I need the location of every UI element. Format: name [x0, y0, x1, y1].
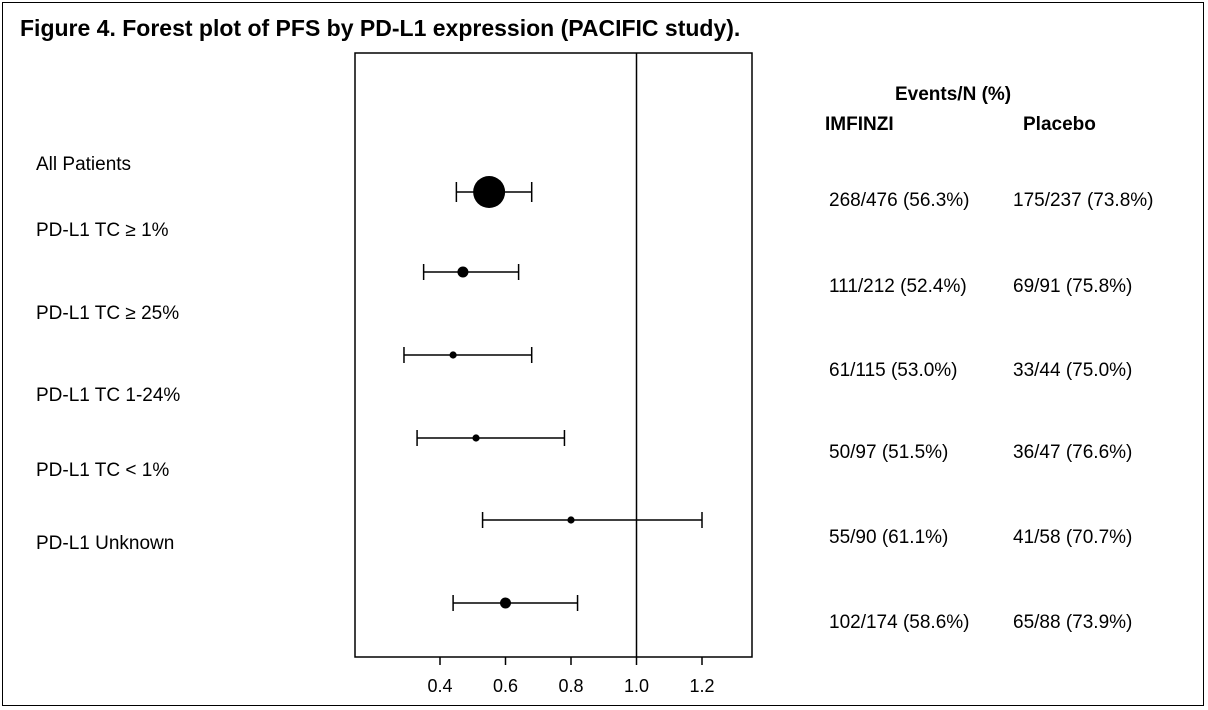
imfinzi-cell: 102/174 (58.6%)	[829, 612, 970, 633]
placebo-cell: 41/58 (70.7%)	[1013, 527, 1133, 548]
placebo-cell: 175/237 (73.8%)	[1013, 190, 1154, 211]
point-estimate	[457, 266, 469, 278]
imfinzi-cell: 55/90 (61.1%)	[829, 527, 949, 548]
figure-title: Figure 4. Forest plot of PFS by PD-L1 ex…	[20, 15, 741, 41]
point-estimate	[473, 176, 506, 208]
imfinzi-cell: 50/97 (51.5%)	[829, 442, 949, 463]
point-estimate	[449, 351, 457, 359]
x-tick-label: 1.2	[689, 676, 714, 696]
row-label: All Patients	[36, 154, 132, 175]
x-tick-label: 0.4	[427, 676, 452, 696]
point-estimate	[500, 597, 511, 609]
point-estimate	[472, 434, 480, 442]
placebo-cell: 65/88 (73.9%)	[1013, 612, 1133, 633]
placebo-cell: 36/47 (76.6%)	[1013, 442, 1133, 463]
imfinzi-cell: 111/212 (52.4%)	[829, 276, 967, 297]
x-tick-label: 0.6	[493, 676, 518, 696]
estimates-group	[403, 176, 703, 611]
row-label: PD-L1 TC < 1%	[36, 460, 170, 481]
row-label: PD-L1 TC ≥ 25%	[36, 303, 180, 324]
row-label: PD-L1 Unknown	[36, 533, 175, 554]
imfinzi-cell: 268/476 (56.3%)	[829, 190, 970, 211]
placebo-header: Placebo	[1023, 114, 1096, 135]
plot-border	[354, 52, 753, 658]
x-axis: 0.4 0.6 0.8 1.0 1.2	[427, 657, 715, 696]
imfinzi-cell: 61/115 (53.0%)	[829, 360, 958, 381]
x-tick-label: 0.8	[558, 676, 583, 696]
placebo-cell: 33/44 (75.0%)	[1013, 360, 1133, 381]
placebo-cell: 69/91 (75.8%)	[1013, 276, 1133, 297]
imfinzi-header: IMFINZI	[825, 114, 894, 135]
x-tick-label: 1.0	[624, 676, 649, 696]
row-label: PD-L1 TC 1-24%	[36, 385, 181, 406]
point-estimate	[567, 516, 575, 524]
events-header: Events/N (%)	[895, 84, 1012, 105]
row-label: PD-L1 TC ≥ 1%	[36, 220, 169, 241]
